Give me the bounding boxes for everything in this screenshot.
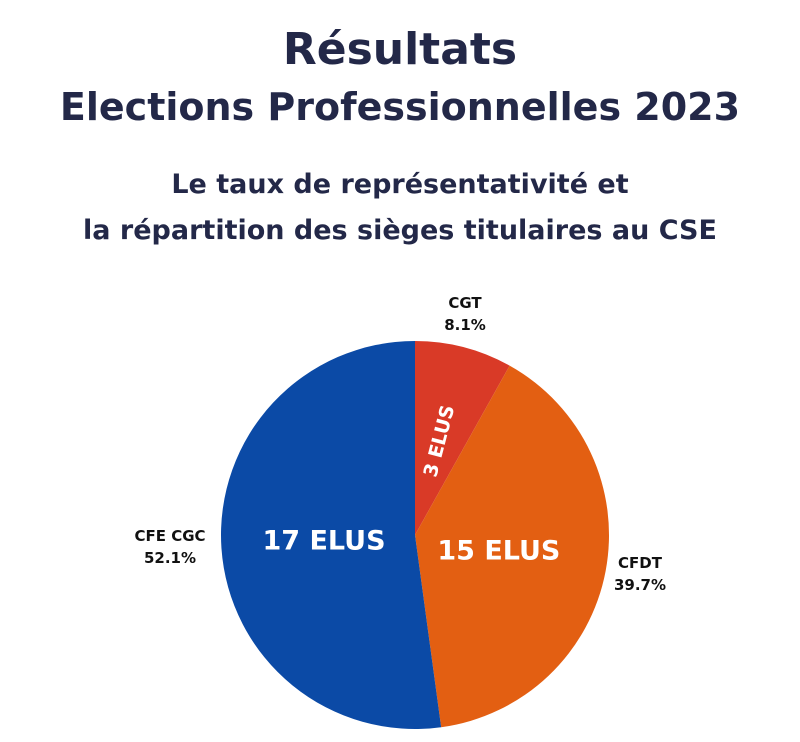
- chart-subtitle-line-1: Le taux de représentativité et: [171, 169, 629, 200]
- seats-label-cfdt: 15 ELUS: [437, 535, 560, 566]
- slice-name-cfe-cgc: CFE CGC: [134, 527, 205, 545]
- chart-subtitle-line-2: la répartition des sièges titulaires au …: [83, 215, 717, 246]
- page-title-secondary: Elections Professionnelles 2023: [59, 85, 741, 129]
- pie-slice-cfe-cgc: [221, 341, 442, 729]
- page-title: Résultats: [282, 24, 518, 75]
- slice-value-cfdt: 39.7%: [614, 576, 666, 594]
- seats-label-cfe-cgc: 17 ELUS: [263, 526, 386, 557]
- slice-name-cgt: CGT: [448, 294, 482, 312]
- slice-value-cfe-cgc: 52.1%: [144, 549, 196, 567]
- pie-slice-cgt: [415, 341, 510, 535]
- pie-slice-cfdt: [415, 365, 609, 728]
- slice-value-cgt: 8.1%: [444, 316, 486, 334]
- slice-name-cfdt: CFDT: [618, 554, 663, 572]
